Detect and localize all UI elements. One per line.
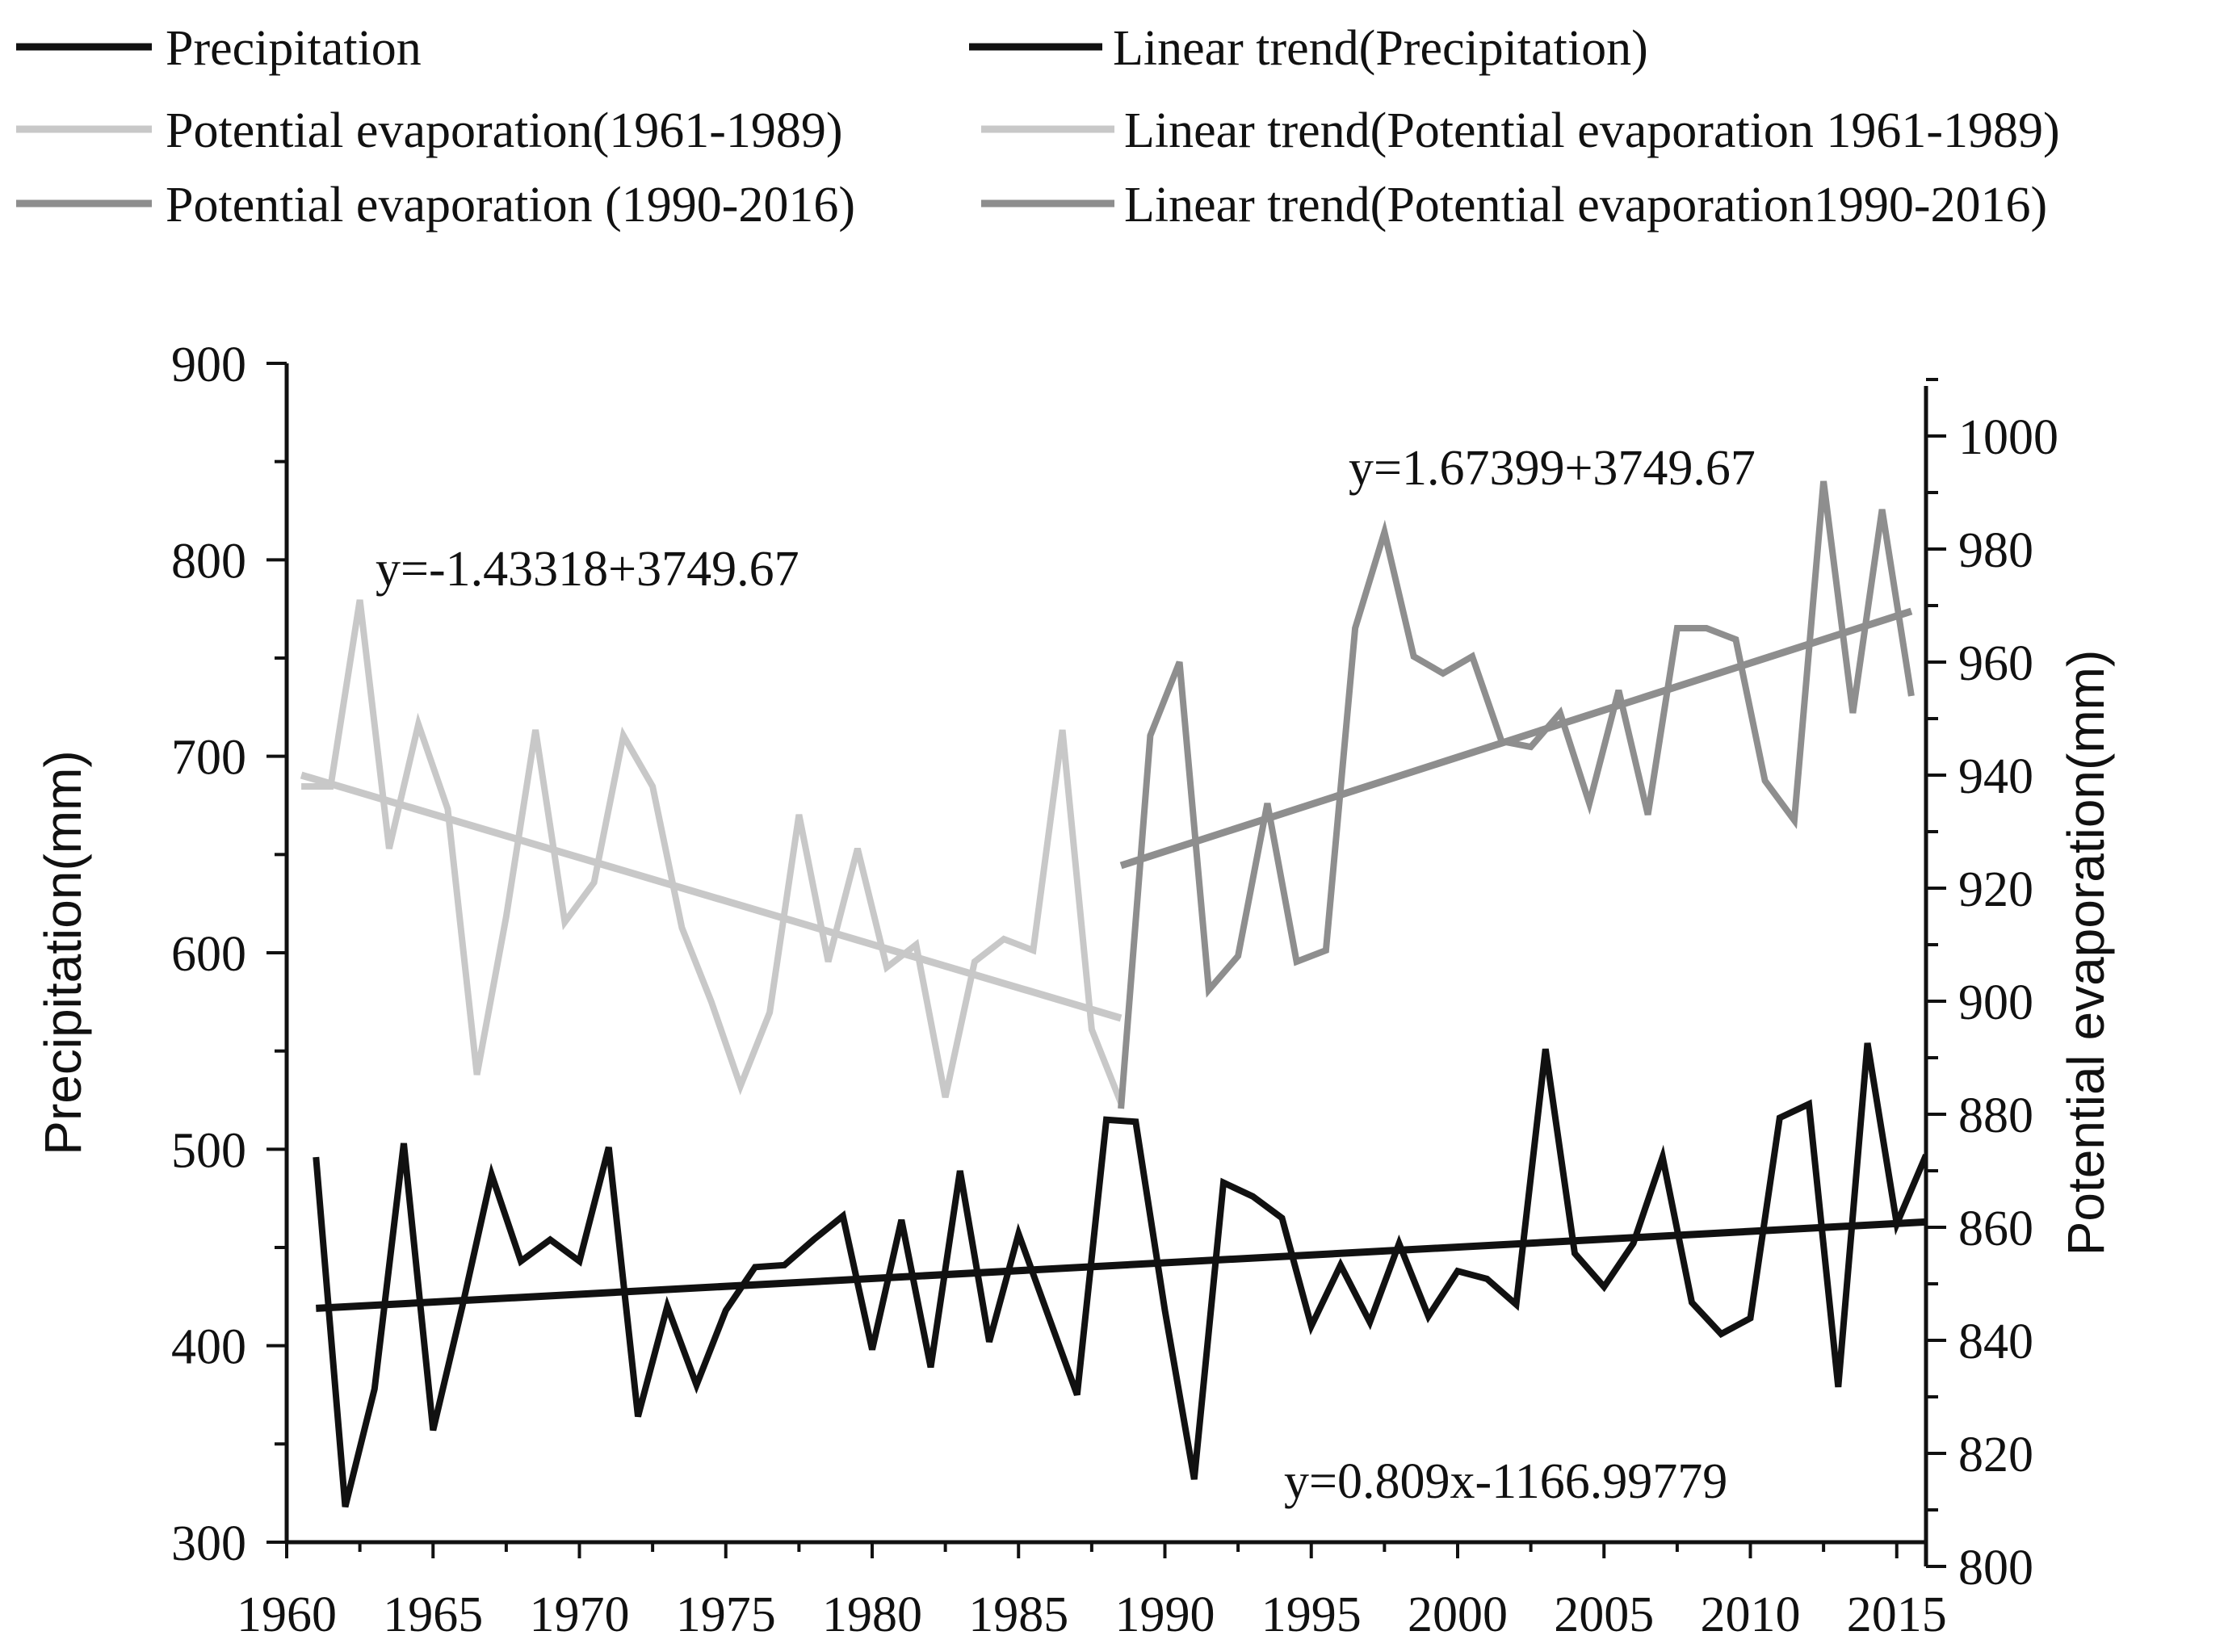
series-line-linear-trend-precipitation [316, 1218, 1926, 1312]
x-tick-label-1965: 1965 [383, 1587, 483, 1642]
y-axis-right-title: Potential evaporation(mm) [2057, 650, 2115, 1256]
equation-precipitation: y=0.809x-1166.99779 [1284, 1454, 1727, 1509]
series-line-linear-trend-potential-evaporation-1961-1989 [300, 771, 1122, 1022]
legend-label-pe-1961-1989: Potential evaporation(1961-1989) [166, 103, 843, 158]
x-tick-label-2000: 2000 [1408, 1587, 1508, 1642]
x-tick-label-1960: 1960 [237, 1587, 337, 1642]
legend-label-pe-1990-2016: Potential evaporation (1990-2016) [166, 178, 855, 233]
y-right-tick-label-920: 920 [1958, 862, 2033, 917]
y-left-tick-label-300: 300 [171, 1516, 246, 1571]
x-tick-label-2015: 2015 [1847, 1587, 1947, 1642]
series-line-potential-evaporation-1990-2016 [1118, 480, 1915, 1109]
y-right-tick-label-820: 820 [1958, 1428, 2033, 1482]
equation-pe-1990-2016: y=1.67399+3749.67 [1349, 441, 1756, 496]
y-right-tick-label-940: 940 [1958, 749, 2033, 804]
series-line-potential-evaporation-1961-1989 [301, 599, 1124, 1105]
legend-label-trend-precipitation: Linear trend(Precipitation) [1113, 21, 1648, 76]
y-right-tick-label-840: 840 [1958, 1314, 2033, 1369]
series-layer [300, 480, 1926, 1508]
legend: Precipitation Linear trend(Precipitation… [16, 21, 2060, 233]
x-tick-label-2010: 2010 [1701, 1587, 1801, 1642]
x-tick-label-1980: 1980 [822, 1587, 922, 1642]
y-right-tick-label-900: 900 [1958, 975, 2033, 1030]
y-right-tick-label-1000: 1000 [1958, 410, 2058, 465]
legend-label-trend-pe-1961-1989: Linear trend(Potential evaporation 1961-… [1124, 103, 2060, 158]
x-tick-label-1985: 1985 [968, 1587, 1068, 1642]
y-left-tick-label-500: 500 [171, 1123, 246, 1178]
x-tick-label-1995: 1995 [1261, 1587, 1362, 1642]
y-left-tick-label-600: 600 [171, 927, 246, 982]
x-tick-label-2005: 2005 [1554, 1587, 1654, 1642]
y-right-tick-label-980: 980 [1958, 523, 2033, 578]
equation-pe-1961-1989: y=-1.43318+3749.67 [376, 542, 799, 597]
y-right-tick-label-860: 860 [1958, 1201, 2033, 1256]
x-tick-label-1970: 1970 [530, 1587, 630, 1642]
ticks-layer: 1960 1965 1970 1975 1980 1985 1990 1995 2000 2005… [171, 338, 2058, 1642]
y-left-tick-label-900: 900 [171, 338, 246, 392]
y-right-tick-label-800: 800 [1958, 1541, 2033, 1595]
series-line-precipitation [313, 1042, 1926, 1508]
x-tick-label-1990: 1990 [1115, 1587, 1215, 1642]
y-right-tick-label-960: 960 [1958, 636, 2033, 691]
y-right-tick-label-880: 880 [1958, 1088, 2033, 1143]
y-left-tick-label-700: 700 [171, 731, 246, 786]
x-tick-label-1975: 1975 [676, 1587, 776, 1642]
y-left-tick-label-800: 800 [171, 534, 246, 589]
legend-label-trend-pe-1990-2016: Linear trend(Potential evaporation1990-2… [1124, 178, 2047, 233]
legend-label-precipitation: Precipitation [166, 21, 422, 76]
series-line-linear-trend-potential-evaporation1990-2016 [1119, 607, 1913, 870]
y-left-tick-label-400: 400 [171, 1320, 246, 1375]
y-axis-left-title: Precipitation(mm) [34, 750, 92, 1155]
